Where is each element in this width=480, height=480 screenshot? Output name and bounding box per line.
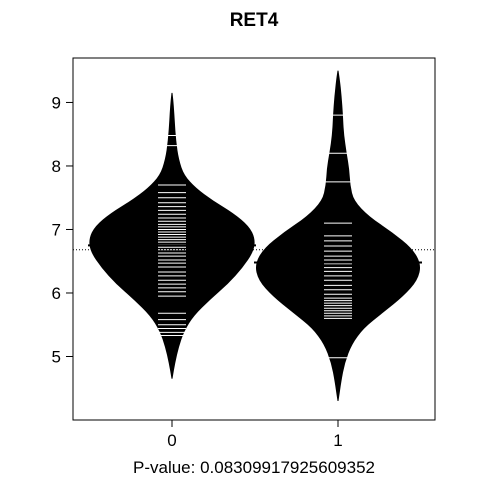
y-tick-label: 9: [52, 93, 61, 112]
y-tick-label: 6: [52, 284, 61, 303]
bean-group-1: [254, 70, 422, 401]
x-tick-label: 0: [167, 431, 176, 450]
y-tick-label: 7: [52, 220, 61, 239]
bean-shape-0: [89, 92, 255, 379]
x-tick-label: 1: [333, 431, 342, 450]
beans-layer: [88, 70, 422, 401]
x-axis-label: P-value: 0.08309917925609352: [133, 458, 375, 477]
y-axis: 5 6 7 8 9: [52, 93, 73, 366]
y-tick-label: 5: [52, 347, 61, 366]
bean-group-0: [88, 92, 256, 379]
chart-title: RET4: [230, 10, 279, 31]
y-tick-label: 8: [52, 157, 61, 176]
plot-area-border: [72, 57, 436, 421]
